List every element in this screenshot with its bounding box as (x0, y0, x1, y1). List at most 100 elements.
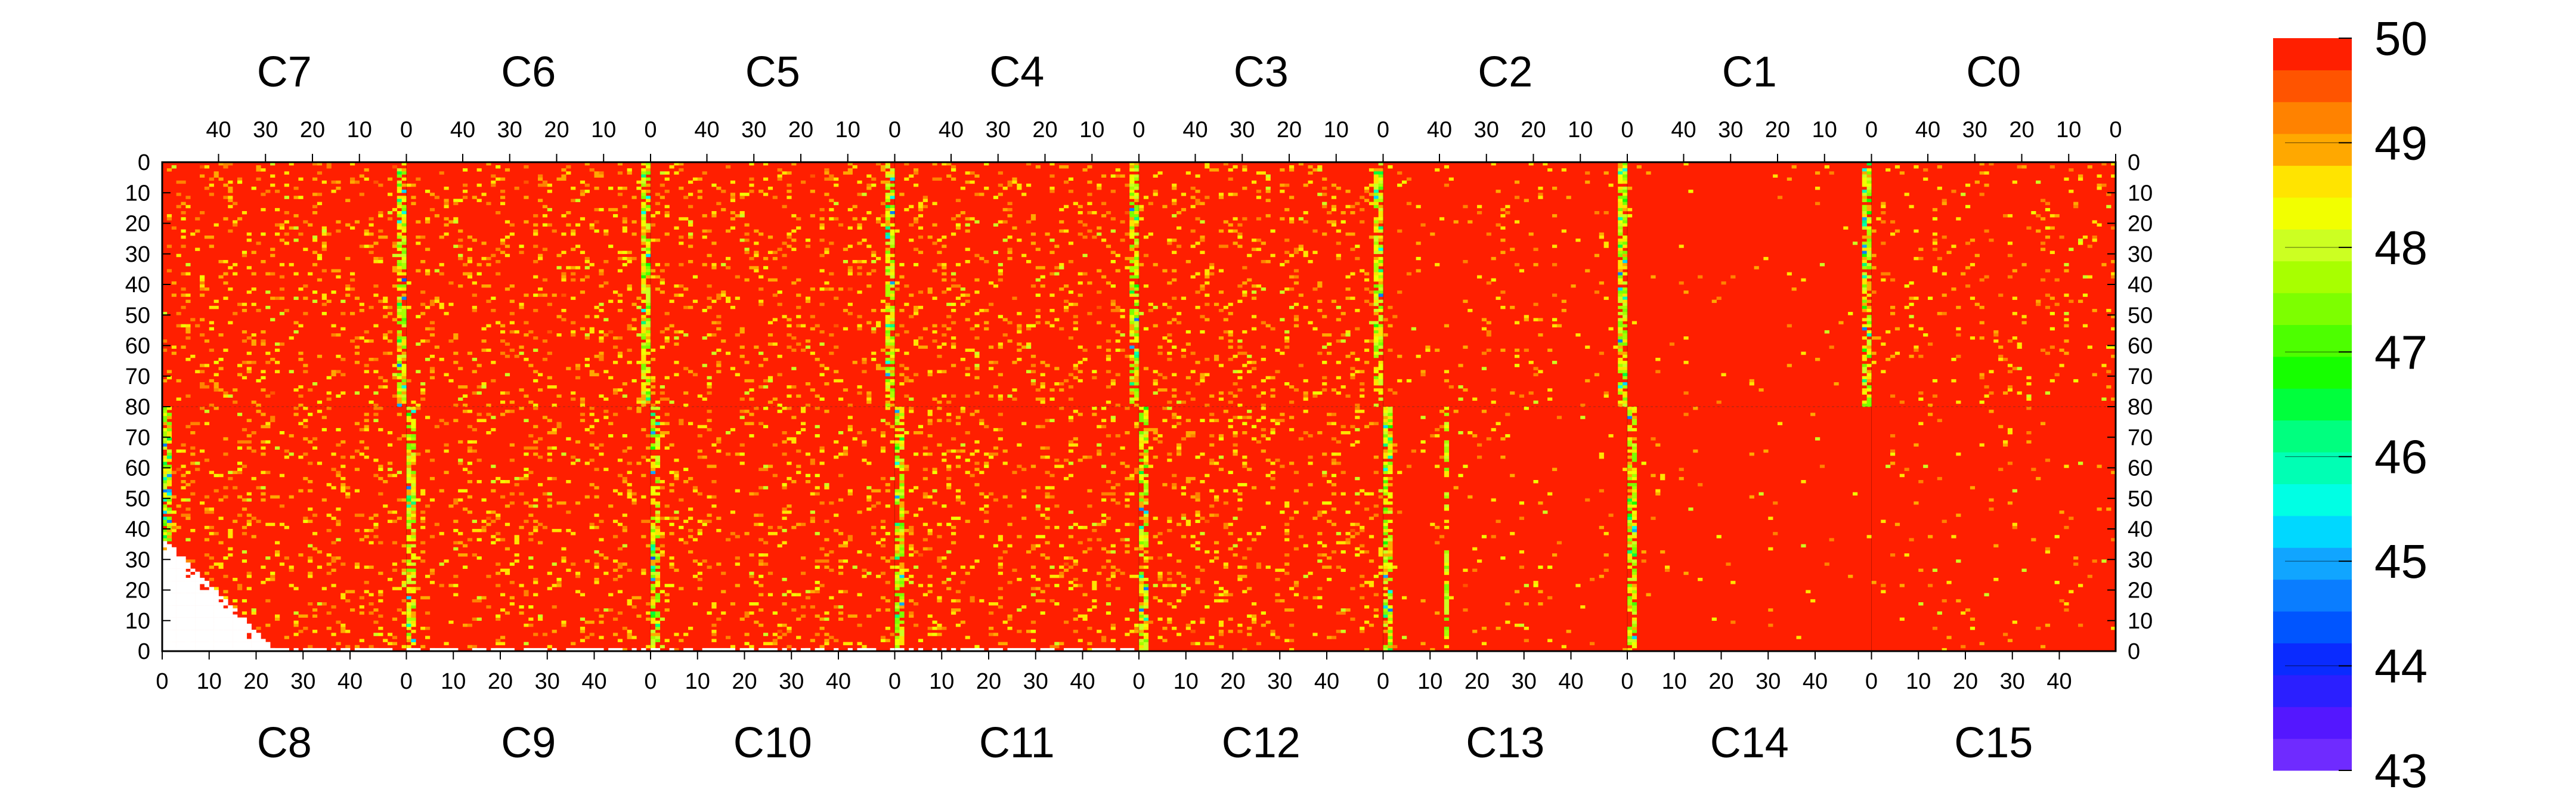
heatmap-cell (955, 495, 961, 499)
heatmap-cell (547, 223, 552, 227)
heatmap-cell (1129, 364, 1135, 367)
heatmap-cell (1134, 348, 1140, 352)
heatmap-cell (646, 345, 651, 349)
heatmap-cell (1172, 388, 1177, 392)
heatmap-cell (1261, 379, 1266, 383)
heatmap-cell (1233, 242, 1238, 245)
heatmap-cell (472, 281, 477, 285)
heatmap-cell (1073, 584, 1078, 587)
heatmap-cell (651, 501, 656, 505)
heatmap-cell (909, 205, 914, 209)
heatmap-cell (838, 611, 844, 615)
heatmap-cell (571, 247, 576, 251)
heatmap-cell (204, 385, 210, 389)
heatmap-cell (857, 623, 862, 627)
heatmap-cell (1125, 498, 1130, 502)
heatmap-cell (340, 358, 346, 361)
heatmap-cell (406, 645, 411, 649)
heatmap-cell (293, 611, 299, 615)
heatmap-cell (580, 617, 586, 621)
heatmap-cell (613, 336, 618, 340)
heatmap-cell (796, 315, 801, 318)
heatmap-cell (787, 236, 792, 239)
heatmap-cell (406, 498, 411, 502)
heatmap-cell (829, 272, 834, 275)
heatmap-cell (594, 581, 599, 584)
heatmap-cell (970, 348, 975, 352)
heatmap-cell (1360, 394, 1365, 398)
heatmap-cell (401, 305, 407, 309)
heatmap-cell (862, 370, 867, 373)
heatmap-cell (406, 489, 411, 493)
heatmap-cell (810, 605, 815, 609)
heatmap-cell (763, 358, 769, 361)
heatmap-cell (1110, 284, 1116, 288)
heatmap-cell (932, 470, 937, 475)
heatmap-cell (641, 315, 646, 318)
heatmap-cell (397, 302, 402, 306)
heatmap-cell (899, 627, 905, 630)
heatmap-cell (467, 247, 473, 251)
heatmap-cell (927, 370, 933, 373)
heatmap-cell (270, 162, 275, 166)
heatmap-cell (1265, 214, 1271, 218)
heatmap-cell (265, 623, 271, 627)
heatmap-cell (429, 327, 435, 331)
heatmap-cell (261, 339, 266, 343)
heatmap-cell (467, 425, 473, 429)
heatmap-cell (336, 473, 341, 478)
heatmap-cell (716, 370, 722, 373)
heatmap-cell (571, 199, 576, 202)
heatmap-cell (171, 345, 177, 349)
heatmap-cell (378, 593, 383, 597)
heatmap-cell (406, 535, 411, 538)
heatmap-cell (1002, 333, 1008, 337)
heatmap-cell (251, 516, 256, 520)
heatmap-cell (782, 623, 787, 627)
heatmap-cell (1134, 422, 1140, 426)
heatmap-cell (763, 162, 769, 166)
heatmap-cell (880, 449, 886, 453)
heatmap-cell (651, 565, 656, 569)
heatmap-cell (617, 562, 623, 566)
heatmap-cell (655, 513, 661, 517)
heatmap-cell (641, 275, 646, 279)
heatmap-cell (1252, 361, 1257, 364)
heatmap-cell (1373, 199, 1379, 202)
heatmap-cell (641, 229, 646, 233)
heatmap-cell (1303, 183, 1308, 187)
heatmap-cell (472, 239, 477, 242)
heatmap-cell (1007, 544, 1013, 548)
heatmap-cell (242, 559, 247, 563)
heatmap-cell (1280, 190, 1285, 193)
heatmap-cell (476, 617, 482, 621)
heatmap-cell (265, 190, 271, 193)
heatmap-cell (401, 400, 407, 404)
heatmap-cell (1139, 516, 1144, 520)
heatmap-cell (834, 370, 839, 373)
heatmap-cell (1134, 354, 1140, 358)
heatmap-cell (406, 568, 411, 572)
heatmap-cell (885, 358, 890, 361)
heatmap-cell (739, 443, 745, 447)
heatmap-cell (1110, 571, 1116, 575)
heatmap-cell (406, 574, 411, 578)
heatmap-cell (1054, 574, 1060, 578)
heatmap-cell (1364, 361, 1370, 364)
heatmap-cell (885, 385, 890, 389)
heatmap-cell (397, 180, 402, 184)
heatmap-cell (566, 510, 571, 514)
heatmap-cell (326, 611, 332, 615)
heatmap-cell (899, 324, 905, 328)
heatmap-cell (406, 486, 411, 490)
heatmap-cell (651, 443, 656, 447)
heatmap-cell (1134, 287, 1140, 291)
heatmap-cell (547, 504, 552, 508)
heatmap-cell (166, 483, 172, 487)
heatmap-cell (1129, 196, 1135, 199)
heatmap-cell (1252, 290, 1257, 294)
heatmap-cell (1157, 351, 1163, 355)
heatmap-cell (228, 199, 233, 202)
heatmap-cell (782, 171, 787, 175)
heatmap-cell (538, 293, 543, 297)
